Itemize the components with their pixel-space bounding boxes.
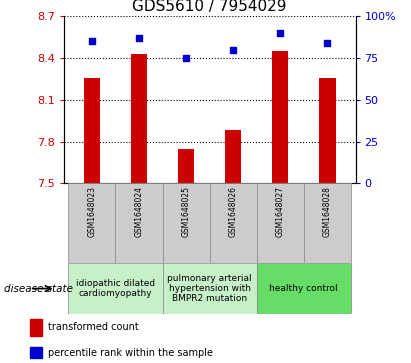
Point: [89, 38, 95, 44]
Text: percentile rank within the sample: percentile rank within the sample: [48, 348, 213, 358]
Text: idiopathic dilated
cardiomyopathy: idiopathic dilated cardiomyopathy: [76, 279, 155, 298]
FancyBboxPatch shape: [257, 263, 351, 314]
FancyBboxPatch shape: [68, 263, 162, 314]
FancyBboxPatch shape: [68, 183, 115, 263]
FancyBboxPatch shape: [304, 183, 351, 263]
Bar: [30, 319, 42, 336]
Text: GSM1648026: GSM1648026: [229, 186, 238, 237]
Point: [136, 35, 142, 41]
Bar: [272, 51, 289, 183]
FancyBboxPatch shape: [257, 183, 304, 263]
Bar: [131, 54, 147, 183]
Point: [230, 47, 236, 53]
Point: [183, 55, 189, 61]
FancyBboxPatch shape: [115, 183, 162, 263]
FancyBboxPatch shape: [162, 183, 210, 263]
Text: transformed count: transformed count: [48, 322, 139, 333]
Bar: [84, 78, 100, 183]
Text: GSM1648025: GSM1648025: [182, 186, 191, 237]
Point: [324, 40, 330, 46]
Text: GSM1648027: GSM1648027: [276, 186, 285, 237]
Bar: [30, 347, 42, 358]
Bar: [225, 130, 241, 183]
Title: GDS5610 / 7954029: GDS5610 / 7954029: [132, 0, 287, 14]
Text: pulmonary arterial
hypertension with
BMPR2 mutation: pulmonary arterial hypertension with BMP…: [167, 274, 252, 303]
FancyBboxPatch shape: [162, 263, 257, 314]
Bar: [178, 148, 194, 183]
Text: disease state: disease state: [4, 284, 73, 294]
Text: GSM1648023: GSM1648023: [88, 186, 97, 237]
Point: [277, 30, 284, 36]
Text: healthy control: healthy control: [270, 284, 338, 293]
Bar: [319, 78, 335, 183]
Text: GSM1648024: GSM1648024: [134, 186, 143, 237]
Text: GSM1648028: GSM1648028: [323, 186, 332, 237]
FancyBboxPatch shape: [210, 183, 257, 263]
